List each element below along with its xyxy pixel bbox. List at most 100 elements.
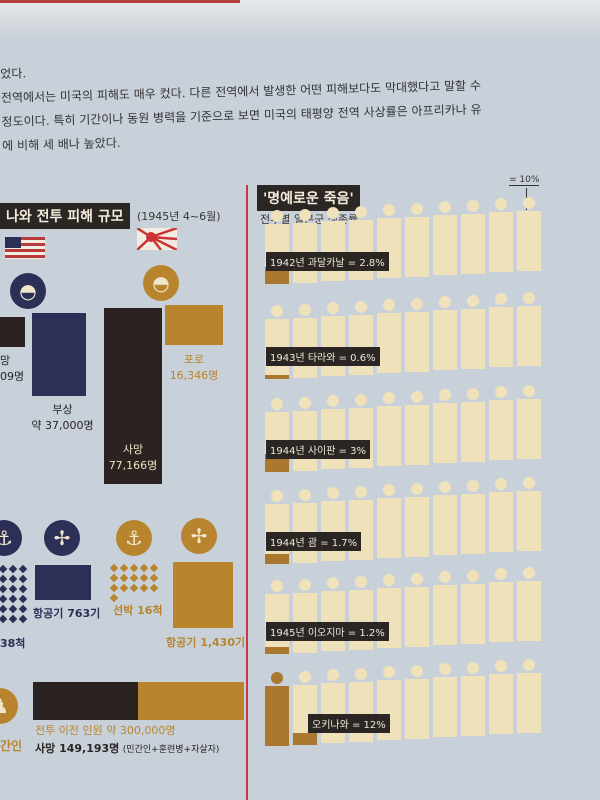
civilian-deaths-bar [33,682,138,720]
soldier-icon [293,303,317,378]
us-anchor-icon: ⚓ [0,520,22,556]
ship-mark [119,563,129,573]
ship-mark [109,573,119,583]
ship-mark [129,583,139,593]
period: (1945년 4~6월) [137,210,221,223]
battle-survival-label: 1942년 과달카날 = 2.8% [266,252,389,271]
japan-pow-bar [165,305,223,345]
left-title: 나와 전투 피해 규모 [0,203,130,229]
soldier-icon [265,305,289,379]
us-dead-bar [0,317,25,347]
soldier-icon [293,670,317,745]
ship-mark [109,563,119,573]
japan-anchor-icon: ⚓ [116,520,152,556]
ship-mark [139,583,149,593]
battle-survival-label: 1943년 타라와 = 0.6% [266,347,380,366]
ship-mark [8,584,18,594]
soldier-icon [461,569,485,644]
ship-mark [0,584,8,594]
ship-mark [129,573,139,583]
soldier-icon [405,390,429,465]
ship-mark [18,594,28,604]
japan-aircraft-bar [173,562,233,628]
soldier-icon [433,296,457,370]
ship-mark [129,563,139,573]
soldier-icon [293,578,317,653]
ship-mark [149,563,159,573]
ship-mark [18,614,28,624]
soldier-icon [461,479,485,554]
soldier-icon [321,669,345,743]
soldier-icon [321,207,345,281]
soldier-icon [517,566,541,641]
us-aircraft-label: 항공기 763기 [33,607,101,620]
soldier-icon [265,490,289,564]
ship-mark [18,564,28,574]
ship-mark [109,593,119,603]
page-top [0,0,600,40]
soldier-icon [265,210,289,284]
civilian-label: 간인 [0,739,23,753]
soldier-icon [265,580,289,654]
soldier-icon [517,658,541,733]
body-paragraph: 었다. 전역에서는 미국의 피해도 매우 컸다. 다른 전역에서 발생한 어떤 … [0,46,600,158]
soldier-icon [321,302,345,376]
soldier-icon [293,488,317,563]
soldier-icon [489,478,513,552]
soldier-icon [265,398,289,472]
divider [246,185,248,800]
soldier-icon [405,202,429,277]
ship-mark [8,604,18,614]
ship-mark [0,574,8,584]
soldier-icon [405,664,429,739]
soldier-icon [517,384,541,459]
soldier-icon [433,571,457,645]
ship-mark [109,583,119,593]
soldier-icon [405,482,429,557]
us-aircraft-bar [35,565,91,600]
battle-survival-label: 1945년 이오지마 = 1.2% [266,622,389,641]
ship-mark [8,594,18,604]
ship-mark [0,564,8,574]
us-helmet-icon: ◓ [10,273,46,309]
soldier-icon [293,396,317,471]
soldier-icon [489,386,513,460]
soldier-icon [405,572,429,647]
battle-survival-label: 오키나와 = 12% [308,714,390,733]
japan-flag-icon [137,228,177,250]
ship-mark [0,614,8,624]
ship-mark [0,594,8,604]
ship-mark [8,564,18,574]
japan-propeller-icon: ✢ [181,518,217,554]
us-dead-label: 망 09명 [0,354,25,383]
soldier-icon [377,204,401,278]
soldier-icon [321,487,345,561]
us-flag-icon [5,237,45,259]
us-wounded-bar [32,313,86,396]
japan-ships-pictogram [109,563,159,603]
battle-survival-label: 1944년 사이판 = 3% [266,440,371,459]
battle-survival-label: 1944년 괌 = 1.7% [266,532,362,551]
soldier-icon [489,198,513,272]
ship-mark [139,573,149,583]
ship-mark [149,573,159,583]
soldier-icon [377,392,401,466]
ship-mark [119,573,129,583]
ship-mark [149,583,159,593]
soldier-icon [489,293,513,367]
japan-ships-label: 선박 16척 [113,604,163,617]
soldier-icon [489,568,513,642]
soldier-icon [321,577,345,651]
soldier-icon [433,389,457,463]
us-wounded-label: 부상 약 37,000명 [31,403,94,432]
ship-mark [18,574,28,584]
soldier-icon [517,196,541,271]
ship-mark [8,614,18,624]
soldier-icon [377,299,401,373]
ship-mark [18,584,28,594]
ship-mark [119,583,129,593]
civilian-icon: ♟ [0,688,18,724]
us-propeller-icon: ✢ [44,520,80,556]
soldier-icon [461,199,485,274]
soldier-icon [433,481,457,555]
